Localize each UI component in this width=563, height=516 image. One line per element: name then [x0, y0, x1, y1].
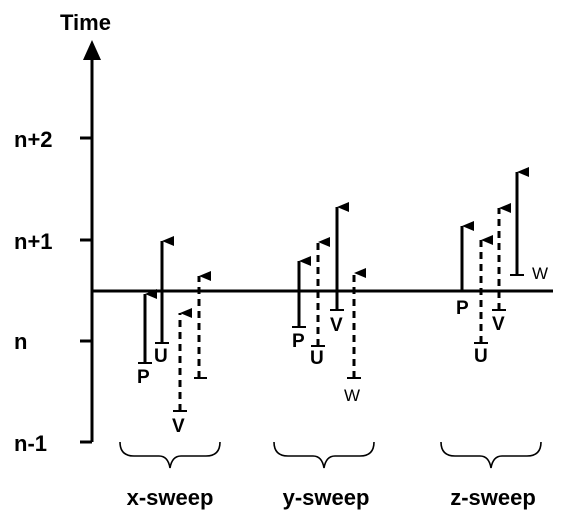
- z-u-label: U: [474, 346, 488, 367]
- z-sweep-label: z-sweep: [450, 485, 536, 510]
- time-axis-title: Time: [60, 10, 111, 35]
- y-sweep-brace: [273, 441, 375, 469]
- x-sweep-label: x-sweep: [127, 485, 214, 510]
- x-sweep-arrows: P U V: [137, 236, 211, 437]
- z-w-label: W: [532, 264, 548, 283]
- y-p-label: P: [292, 331, 305, 352]
- y-w-label: W: [344, 386, 360, 405]
- time-axis-arrowhead: [83, 40, 101, 60]
- z-sweep-brace: [440, 441, 542, 469]
- y-sweep-label: y-sweep: [283, 485, 370, 510]
- z-p-label: P: [456, 298, 469, 319]
- y-v-label: V: [330, 315, 343, 336]
- x-v-label: V: [172, 416, 185, 437]
- x-u-label: U: [154, 346, 168, 367]
- tick-label-n-plus-1: n+1: [14, 229, 53, 254]
- z-sweep-arrows: P U V W: [456, 167, 548, 367]
- tick-label-n-plus-2: n+2: [14, 127, 53, 152]
- y-u-label: U: [310, 348, 324, 369]
- y-sweep-arrows: P U V W: [292, 202, 366, 405]
- tick-label-n-minus-1: n-1: [14, 431, 47, 456]
- x-sweep-brace: [119, 441, 221, 469]
- x-p-label: P: [137, 367, 150, 388]
- z-v-label: V: [492, 314, 505, 335]
- tick-label-n: n: [14, 329, 27, 354]
